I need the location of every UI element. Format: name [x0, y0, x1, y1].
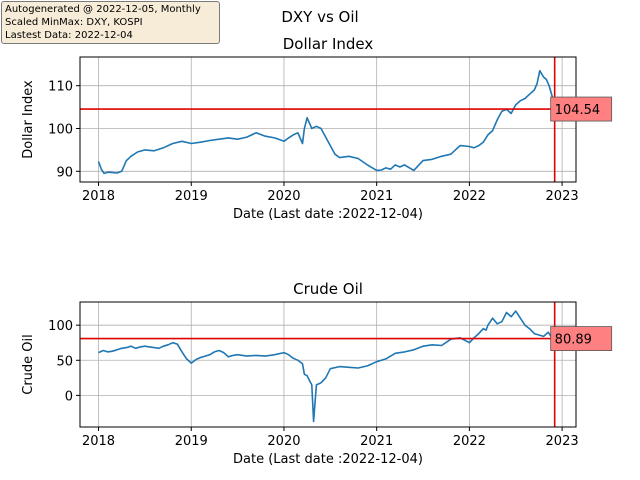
oil-xtick-label-1: 2019	[175, 434, 208, 449]
oil-axes-frame	[79, 301, 577, 428]
dxy-ytick-label-2: 110	[48, 80, 73, 95]
dxy-xtick-label-3: 2021	[360, 189, 393, 204]
dxy-x-axis-label: Date (Last date :2022-12-04)	[233, 207, 423, 222]
dxy-xtick-label-2: 2020	[267, 189, 300, 204]
figure-suptitle: DXY vs Oil	[281, 8, 358, 26]
info-line-latest: Lastest Data: 2022-12-04	[5, 30, 133, 41]
oil-xtick-label-4: 2022	[453, 434, 486, 449]
dxy-chart-title: Dollar Index	[283, 35, 374, 53]
dxy-series-line-0	[97, 69, 556, 175]
info-line-scaling: Scaled MinMax: DXY, KOSPI	[5, 17, 143, 28]
dxy-xtick-label-5: 2023	[546, 189, 579, 204]
dxy-ytick-label-1: 100	[48, 122, 73, 137]
oil-ytick-label-1: 50	[56, 354, 73, 369]
dxy-xtick-label-4: 2022	[453, 189, 486, 204]
info-box: Autogenerated @ 2022-12-05, Monthly Scal…	[1, 1, 220, 44]
oil-ytick-label-0: 0	[65, 389, 73, 404]
dxy-y-axis-label: Dollar Index	[21, 80, 36, 159]
oil-series-line-0	[98, 310, 556, 423]
oil-y-axis-label: Crude Oil	[21, 334, 36, 395]
oil-chart-title: Crude Oil	[293, 280, 363, 298]
oil-panel: 2018 2019 2020 2021 2022 2023 0 50 100 Crude Oil D…	[21, 280, 613, 467]
oil-last-value-label: 80.89	[555, 333, 592, 348]
dxy-axes-frame	[79, 56, 577, 183]
dxy-xtick-label-0: 2018	[82, 189, 115, 204]
info-line-generated: Autogenerated @ 2022-12-05, Monthly	[5, 4, 201, 15]
oil-ytick-label-2: 100	[48, 319, 73, 334]
oil-xtick-label-2: 2020	[267, 434, 300, 449]
oil-x-axis-label: Date (Last date :2022-12-04)	[233, 452, 423, 467]
dxy-xtick-label-1: 2019	[175, 189, 208, 204]
dxy-panel: 2018 2019 2020 2021 2022 2023 90 100 110 Dollar I…	[21, 35, 613, 222]
oil-xtick-label-0: 2018	[82, 434, 115, 449]
dxy-last-value-label: 104.54	[555, 103, 601, 118]
dxy-ytick-label-0: 90	[56, 165, 73, 180]
oil-xtick-label-5: 2023	[546, 434, 579, 449]
oil-xtick-label-3: 2021	[360, 434, 393, 449]
dxy-last-value-box	[550, 96, 613, 122]
oil-last-value-box	[550, 326, 613, 351]
